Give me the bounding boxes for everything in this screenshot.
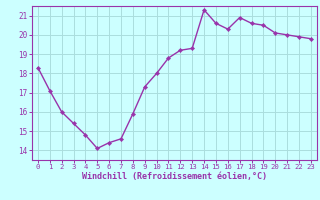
X-axis label: Windchill (Refroidissement éolien,°C): Windchill (Refroidissement éolien,°C)	[82, 172, 267, 181]
